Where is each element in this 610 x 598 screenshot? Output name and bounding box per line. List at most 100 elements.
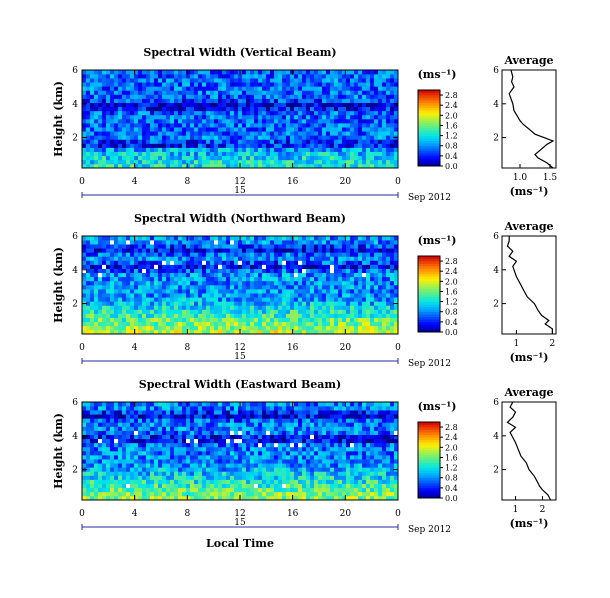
heatmap-cell	[114, 463, 119, 468]
heatmap-cell	[86, 313, 91, 318]
heatmap-cell	[310, 301, 315, 306]
heatmap-cell	[86, 455, 91, 460]
heatmap-cell	[174, 272, 179, 278]
heatmap-cell	[246, 325, 251, 331]
heatmap-cell	[126, 94, 131, 99]
heatmap-cell	[334, 86, 339, 91]
heatmap-cell	[178, 256, 183, 261]
heatmap-cell	[394, 305, 399, 310]
heatmap-cell	[214, 127, 219, 132]
heatmap-cell	[226, 123, 231, 128]
heatmap-cell	[158, 248, 163, 253]
heatmap-cell	[162, 491, 167, 497]
heatmap-cell	[130, 491, 135, 497]
heatmap-cell	[146, 289, 151, 294]
heatmap-cell	[106, 264, 111, 269]
heatmap-cell	[362, 264, 367, 269]
heatmap-cell	[374, 321, 379, 327]
heatmap-cell	[154, 264, 159, 269]
heatmap-cell	[198, 495, 203, 501]
heatmap-cell	[186, 260, 191, 265]
heatmap-cell	[234, 252, 239, 257]
heatmap-cell	[322, 240, 327, 245]
x-tick-label: 4	[132, 343, 138, 353]
heatmap-cell	[222, 147, 227, 152]
heatmap-cell	[90, 475, 95, 480]
colorbar-frame	[417, 255, 441, 333]
heatmap-cell	[202, 483, 207, 489]
heatmap-cell	[330, 131, 335, 136]
heatmap-cell	[218, 106, 223, 112]
heatmap-cell	[218, 264, 223, 269]
heatmap-cell	[178, 147, 183, 152]
heatmap-cell	[362, 272, 367, 278]
heatmap-cell	[230, 280, 235, 286]
heatmap-cell	[118, 268, 123, 274]
heatmap-cell	[238, 114, 243, 120]
heatmap-cell	[358, 317, 363, 323]
heatmap-cell	[110, 301, 115, 306]
heatmap-cell	[282, 491, 287, 497]
heatmap-cell	[166, 256, 171, 261]
heatmap-cell	[298, 451, 303, 456]
heatmap-cell	[318, 479, 323, 484]
heatmap-cell	[374, 119, 379, 124]
heatmap-cell	[158, 459, 163, 464]
heatmap-cell	[222, 119, 227, 124]
heatmap-cell	[114, 264, 119, 269]
heatmap-cell	[142, 252, 147, 257]
heatmap-cell	[198, 151, 203, 157]
heatmap-cell	[178, 264, 183, 269]
heatmap-cell	[150, 451, 155, 456]
heatmap-cell	[370, 317, 375, 323]
heatmap-cell	[218, 248, 223, 253]
heatmap-cell	[186, 305, 191, 310]
heatmap-cell	[174, 240, 179, 245]
heatmap-cell	[298, 309, 303, 314]
heatmap-cell	[114, 143, 119, 148]
heatmap-cell	[154, 106, 159, 112]
heatmap-cell	[318, 240, 323, 245]
heatmap-cell	[258, 495, 263, 501]
heatmap-cell	[134, 82, 139, 87]
heatmap-cell	[174, 321, 179, 327]
heatmap-cell	[318, 264, 323, 269]
heatmap-cell	[246, 82, 251, 87]
heatmap-cell	[306, 471, 311, 476]
heatmap-cell	[230, 139, 235, 144]
heatmap-cell	[170, 127, 175, 132]
heatmap-cell	[166, 70, 171, 75]
heatmap-cell	[338, 459, 343, 464]
heatmap-cell	[182, 293, 187, 298]
heatmap-cell	[238, 276, 243, 282]
heatmap-cell	[106, 114, 111, 120]
heatmap-cell	[82, 139, 87, 144]
heatmap-cell	[274, 78, 279, 83]
heatmap-cell	[278, 119, 283, 124]
heatmap-cell	[102, 260, 107, 265]
heatmap-cell	[218, 475, 223, 480]
heatmap-cell	[254, 256, 259, 261]
heatmap-cell	[250, 94, 255, 99]
heatmap-cell	[190, 74, 195, 79]
heatmap-cell	[390, 98, 395, 103]
heatmap-cell	[270, 309, 275, 314]
heatmap-cell	[314, 78, 319, 83]
heatmap-cell	[178, 82, 183, 87]
heatmap-cell	[82, 491, 87, 497]
heatmap-cell	[370, 240, 375, 245]
heatmap-cell	[194, 451, 199, 456]
heatmap-cell	[338, 491, 343, 497]
heatmap-cell	[198, 309, 203, 314]
heatmap-cell	[138, 131, 143, 136]
heatmap-cell	[190, 455, 195, 460]
heatmap-cell	[86, 82, 91, 87]
heatmap-cell	[246, 135, 251, 140]
heatmap-cell	[370, 264, 375, 269]
heatmap-cell	[106, 475, 111, 480]
heatmap-cell	[98, 159, 103, 165]
heatmap-cell	[162, 293, 167, 298]
heatmap-cell	[86, 135, 91, 140]
heatmap-cell	[218, 495, 223, 501]
heatmap-cell	[262, 135, 267, 140]
